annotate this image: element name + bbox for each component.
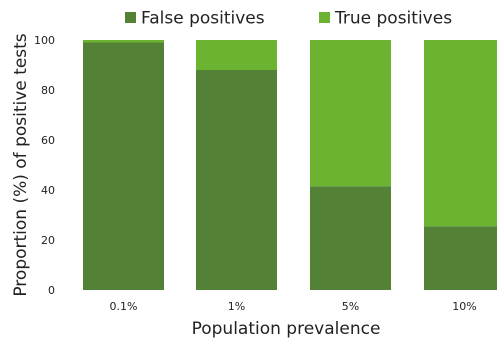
x-tick-label: 10% [452, 300, 476, 313]
legend-swatch-false-positives [125, 12, 136, 23]
y-tick-label: 0 [48, 284, 55, 297]
y-tick-label: 40 [41, 184, 55, 197]
bar-false-positives-2 [196, 70, 277, 290]
legend-label-false-positives: False positives [141, 9, 265, 29]
y-tick-label: 100 [34, 34, 55, 47]
x-tick-label: 1% [228, 300, 245, 313]
bar-true-positives-4 [424, 40, 497, 227]
bar-true-positives-1 [83, 40, 164, 43]
x-tick-label: 0.1% [110, 300, 138, 313]
bar-false-positives-4 [424, 226, 497, 290]
y-axis-ticks: 0 20 40 60 80 100 [34, 34, 55, 297]
x-axis-title: Population prevalence [192, 319, 381, 338]
x-tick-label: 5% [342, 300, 359, 313]
y-tick-label: 80 [41, 84, 55, 97]
legend: False positives True positives [125, 9, 452, 29]
bar-true-positives-2 [196, 40, 277, 70]
legend-swatch-true-positives [319, 12, 330, 23]
y-tick-label: 60 [41, 134, 55, 147]
x-axis-ticks: 0.1% 1% 5% 10% [110, 300, 477, 313]
bars [83, 40, 497, 290]
y-axis-title: Proportion (%) of positive tests [11, 33, 31, 296]
bar-false-positives-3 [310, 186, 391, 290]
bar-true-positives-3 [310, 40, 391, 187]
bar-false-positives-1 [83, 42, 164, 290]
y-tick-label: 20 [41, 234, 55, 247]
legend-label-true-positives: True positives [334, 9, 452, 29]
